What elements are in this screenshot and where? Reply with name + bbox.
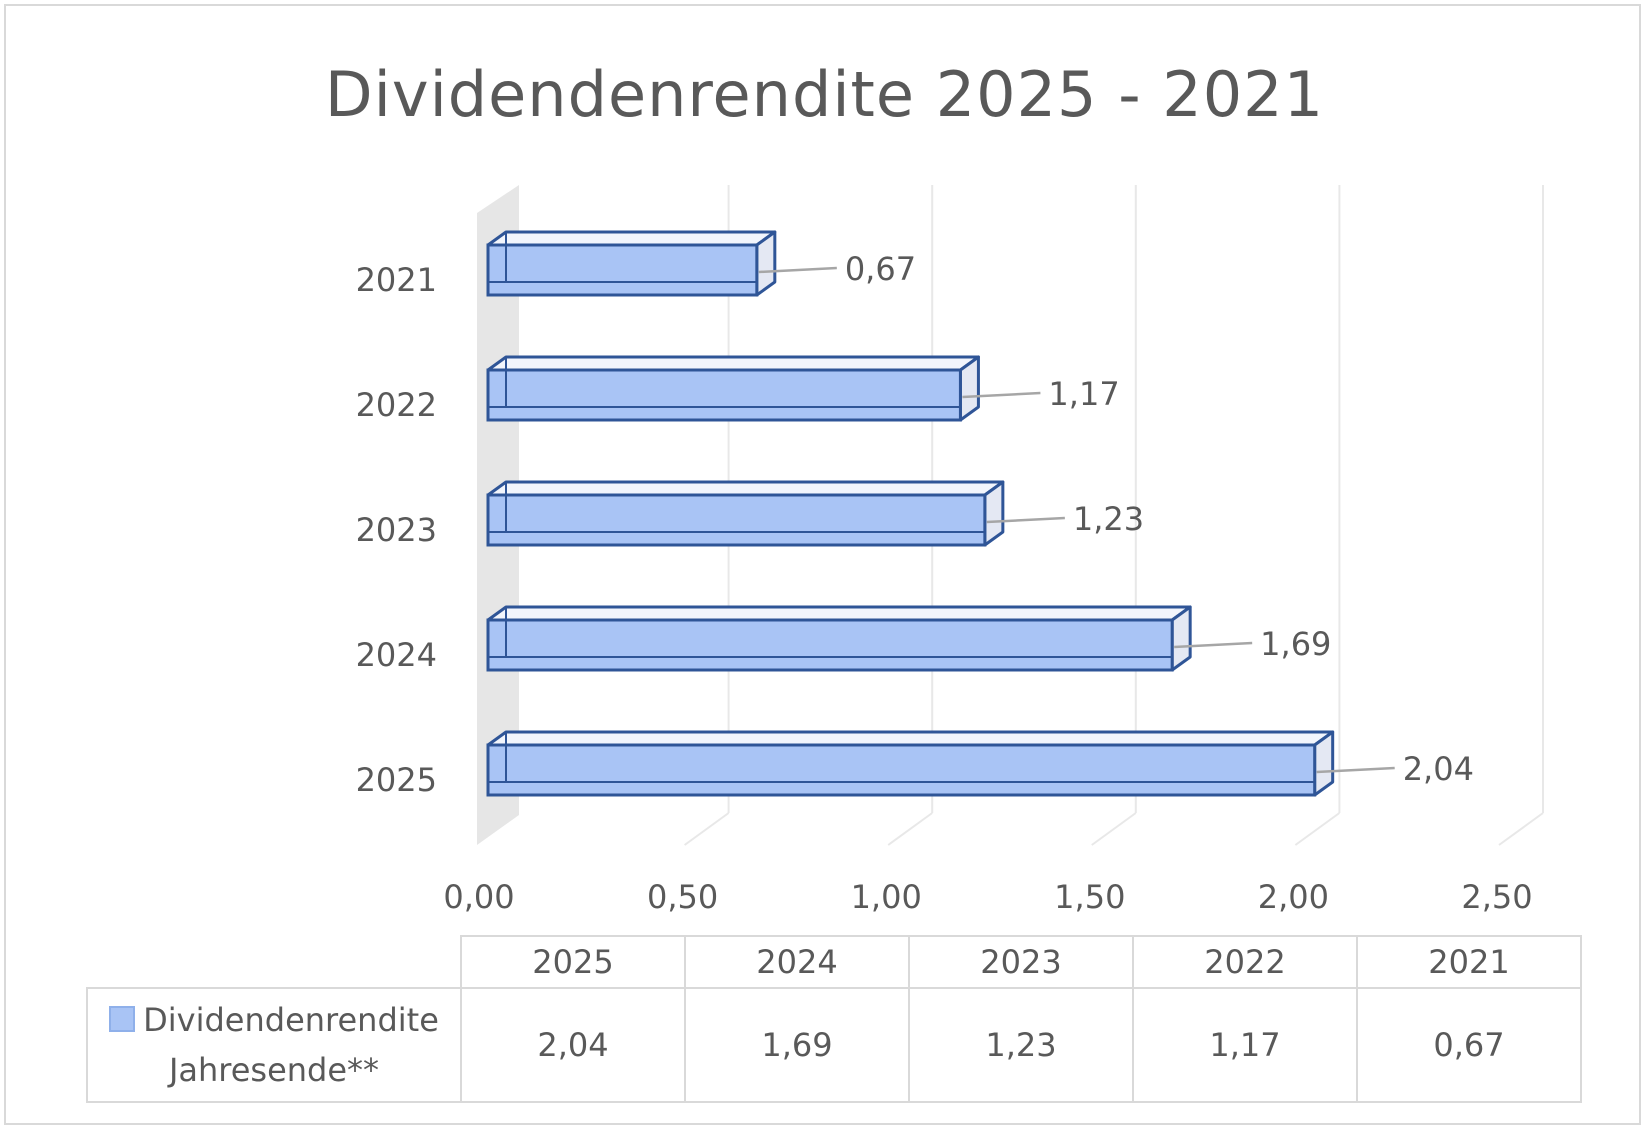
bar: [486, 743, 1317, 797]
leader-line: [1316, 766, 1395, 774]
data-table-header: 2023: [908, 935, 1134, 989]
leader-line: [1174, 641, 1253, 649]
gridline-floor: [887, 812, 933, 846]
data-table-header: 2022: [1132, 935, 1358, 989]
data-label: 2,04: [1403, 750, 1474, 788]
bar: [486, 618, 1174, 672]
leader-line: [986, 516, 1065, 524]
x-tick-label: 0,00: [443, 878, 514, 916]
x-tick-label: 1,50: [1054, 878, 1125, 916]
data-table-value: 1,23: [908, 987, 1134, 1103]
data-table-value: 1,17: [1132, 987, 1358, 1103]
chart-title: Dividendenrendite 2025 - 2021: [324, 58, 1325, 131]
y-tick-label: 2022: [356, 386, 437, 424]
data-table: 2025 2024 2023 2022 2021 Dividendenrendi…: [86, 935, 1582, 1103]
data-table-header: 2021: [1356, 935, 1582, 989]
bar: [486, 493, 987, 547]
bar: [486, 368, 962, 422]
data-table-value: 0,67: [1356, 987, 1582, 1103]
x-tick-label: 2,00: [1258, 878, 1329, 916]
bar-top-face: [486, 480, 1005, 497]
bar-side-face: [755, 230, 777, 297]
data-table-header: 2024: [684, 935, 910, 989]
data-table-header: 2025: [460, 935, 686, 989]
data-table-corner: [87, 936, 461, 988]
data-label: 1,23: [1073, 500, 1144, 538]
x-tick-label: 2,50: [1461, 878, 1532, 916]
bar-side-face: [1313, 730, 1335, 797]
data-label: 0,67: [845, 250, 916, 288]
data-table-header-row: 2025 2024 2023 2022 2021: [87, 935, 1582, 989]
bar: [486, 243, 759, 297]
bar-side-face: [1170, 605, 1192, 672]
y-tick-label: 2025: [356, 761, 437, 799]
bar-top-face: [486, 605, 1192, 622]
bar-side-face: [983, 480, 1005, 547]
x-tick-label: 0,50: [647, 878, 718, 916]
data-table-value: 1,69: [684, 987, 910, 1103]
gridline-floor: [1294, 812, 1340, 846]
bar-side-face: [958, 355, 980, 422]
bar-top-face: [486, 730, 1335, 747]
data-label: 1,17: [1048, 375, 1119, 413]
legend-color-key: [109, 1006, 136, 1032]
bar-top-face: [486, 230, 777, 247]
bar-top-face: [486, 355, 980, 372]
leader-line: [758, 266, 837, 274]
legend-label-line2: Jahresende**: [168, 1051, 380, 1089]
leader-line: [962, 391, 1041, 399]
y-tick-label: 2021: [356, 261, 437, 299]
gridline-floor: [1091, 812, 1137, 846]
gridline-floor: [1498, 812, 1544, 846]
legend-entry: Dividendenrendite Jahresende**: [86, 987, 462, 1103]
y-tick-label: 2024: [356, 636, 437, 674]
gridline-floor: [684, 812, 730, 846]
y-tick-label: 2023: [356, 511, 437, 549]
x-tick-label: 1,00: [851, 878, 922, 916]
legend-label-line1: Dividendenrendite: [143, 1001, 439, 1039]
data-table-value-row: Dividendenrendite Jahresende** 2,04 1,69…: [86, 987, 1582, 1103]
data-label: 1,69: [1260, 625, 1331, 663]
data-table-value: 2,04: [460, 987, 686, 1103]
